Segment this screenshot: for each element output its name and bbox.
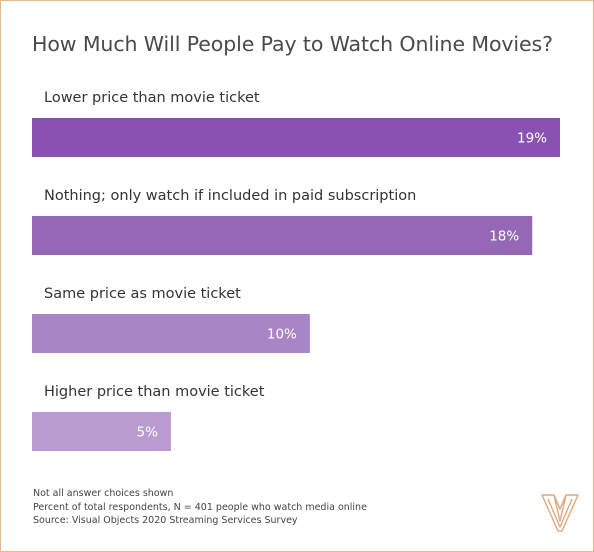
footnote-line: Not all answer choices shown: [33, 488, 174, 499]
bar: [32, 216, 533, 255]
value-label: 18%: [489, 229, 519, 245]
bar-chart: Lower price than movie ticket 19% Nothing;…: [32, 90, 560, 451]
value-label: 5%: [137, 425, 159, 441]
bar: [32, 118, 560, 157]
footnote-line: Percent of total respondents, N = 401 pe…: [33, 501, 367, 513]
category-label: Nothing; only watch if included in paid …: [44, 188, 416, 204]
category-label: Higher price than movie ticket: [44, 384, 265, 400]
bar: [32, 314, 310, 353]
footnote-line: Source: Visual Objects 2020 Streaming Se…: [33, 515, 298, 526]
category-label: Same price as movie ticket: [44, 286, 241, 302]
visual-objects-logo-icon: [541, 494, 579, 532]
category-label: Lower price than movie ticket: [44, 90, 260, 106]
chart-title: How Much Will People Pay to Watch Online…: [32, 32, 553, 56]
bar: [32, 412, 171, 451]
footnotes: Not all answer choices shown Percent of …: [33, 487, 367, 528]
value-label: 10%: [267, 327, 297, 343]
value-label: 19%: [517, 131, 547, 147]
